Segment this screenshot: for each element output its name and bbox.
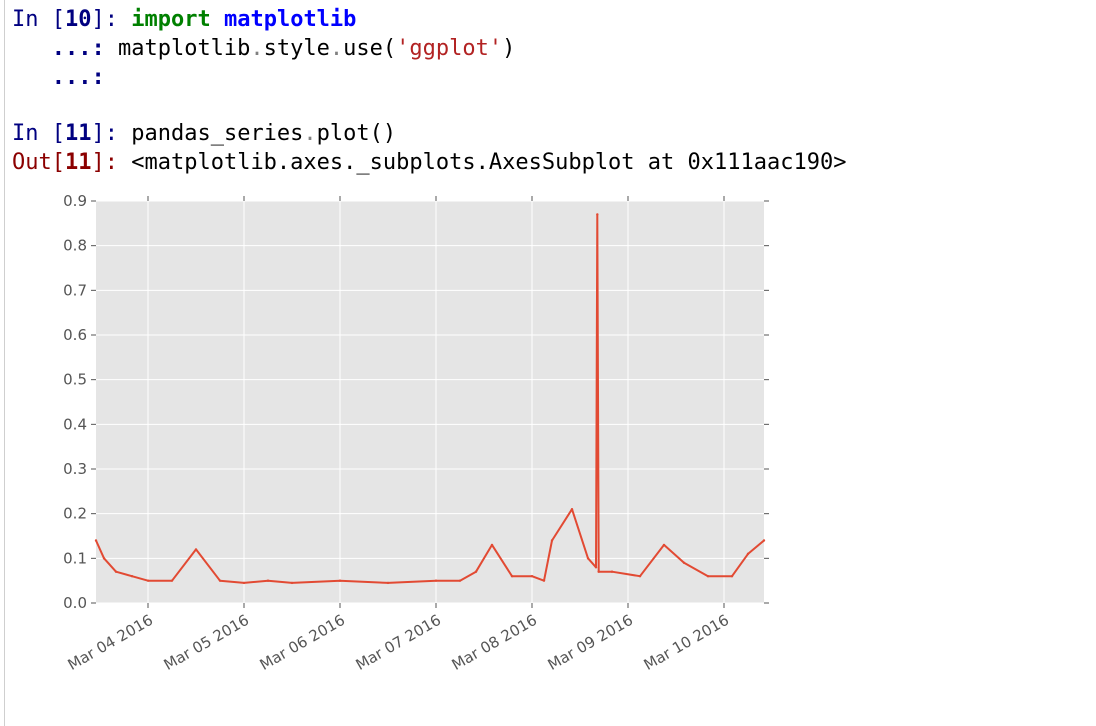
in-prompt-label: In [	[12, 7, 65, 32]
data-point	[194, 548, 198, 551]
x-tick-label: Mar 10 2016	[641, 611, 732, 674]
in-prompt-number: 10	[64, 7, 92, 32]
data-point	[458, 579, 462, 582]
data-point	[550, 539, 554, 542]
x-tick-label: Mar 08 2016	[449, 611, 540, 674]
y-tick-label: 0.3	[63, 460, 87, 478]
data-point	[434, 579, 438, 582]
x-tick-label: Mar 09 2016	[545, 611, 636, 674]
notebook-left-border	[4, 0, 5, 726]
in-prompt-suffix: ]:	[91, 121, 118, 146]
data-point	[94, 539, 98, 542]
module-name: matplotlib	[223, 7, 357, 32]
data-point	[762, 539, 766, 542]
data-point	[266, 579, 270, 582]
data-point	[170, 579, 174, 582]
data-point	[242, 581, 246, 585]
data-series-line	[95, 213, 765, 584]
y-tick-label: 0.4	[63, 415, 87, 433]
out-prompt-label: Out[	[12, 150, 65, 175]
y-tick-label: 0.5	[63, 371, 87, 389]
code-dot: .	[303, 121, 317, 146]
data-point	[638, 575, 642, 578]
data-point	[730, 575, 734, 578]
out-prompt-suffix: ]:	[91, 150, 118, 175]
data-point	[542, 579, 546, 582]
y-tick-label: 0.9	[63, 192, 87, 210]
data-point	[102, 557, 106, 560]
string-literal: 'ggplot'	[396, 36, 503, 61]
data-point	[706, 575, 710, 578]
continuation-prompt: ...:	[12, 36, 105, 61]
y-tick-label: 0.6	[63, 326, 87, 344]
y-tick-label: 0.1	[63, 549, 87, 567]
code-token: use(	[343, 36, 397, 61]
data-point	[338, 579, 342, 582]
data-point	[586, 557, 590, 560]
y-tick-label: 0.2	[63, 505, 87, 523]
data-point	[746, 552, 750, 556]
code-token: style	[263, 36, 330, 61]
x-tick-label: Mar 04 2016	[65, 611, 156, 674]
data-point	[146, 579, 150, 582]
code-dot: .	[250, 36, 264, 61]
code-token: pandas_series	[131, 121, 304, 146]
cell-10-input-line-3[interactable]: ...:	[12, 64, 105, 92]
data-point	[610, 570, 614, 573]
in-prompt-label: In [	[12, 121, 65, 146]
cell-11-input-line[interactable]: In [11]: pandas_series.plot()	[12, 120, 396, 148]
code-token: plot()	[316, 121, 397, 146]
x-tick-label: Mar 05 2016	[161, 611, 252, 674]
y-tick-label: 0.7	[63, 281, 87, 299]
data-point	[130, 575, 134, 578]
output-text: <matplotlib.axes._subplots.AxesSubplot a…	[131, 150, 847, 175]
x-tick-label: Mar 06 2016	[257, 611, 348, 674]
in-prompt-suffix: ]:	[91, 7, 118, 32]
data-point	[290, 581, 294, 585]
code-token: matplotlib	[117, 36, 251, 61]
code-dot: .	[329, 36, 344, 61]
data-point	[474, 570, 478, 573]
cell-10-input-line-2[interactable]: ...: matplotlib.style.use('ggplot')	[12, 35, 516, 63]
data-point	[386, 581, 390, 585]
cell-10-input-line-1[interactable]: In [10]: import matplotlib	[12, 6, 356, 34]
data-point	[594, 566, 598, 569]
data-point	[662, 543, 666, 547]
data-point	[596, 213, 599, 216]
in-prompt-number: 11	[64, 121, 92, 146]
data-point	[682, 561, 686, 564]
data-point	[218, 579, 222, 582]
data-point	[570, 508, 574, 511]
x-tick-label: Mar 07 2016	[353, 611, 444, 674]
data-point	[597, 570, 600, 573]
cell-11-output-line: Out[11]: <matplotlib.axes._subplots.Axes…	[12, 149, 846, 177]
keyword-import: import	[131, 7, 211, 32]
y-tick-label: 0.0	[63, 594, 87, 612]
plot-area	[96, 201, 764, 603]
data-point	[510, 575, 514, 578]
y-tick-label: 0.8	[63, 237, 87, 255]
data-point	[490, 543, 494, 547]
out-prompt-number: 11	[64, 150, 92, 175]
data-point	[114, 570, 118, 573]
code-token: )	[502, 36, 516, 61]
data-point	[530, 575, 534, 578]
continuation-prompt: ...:	[12, 65, 105, 90]
